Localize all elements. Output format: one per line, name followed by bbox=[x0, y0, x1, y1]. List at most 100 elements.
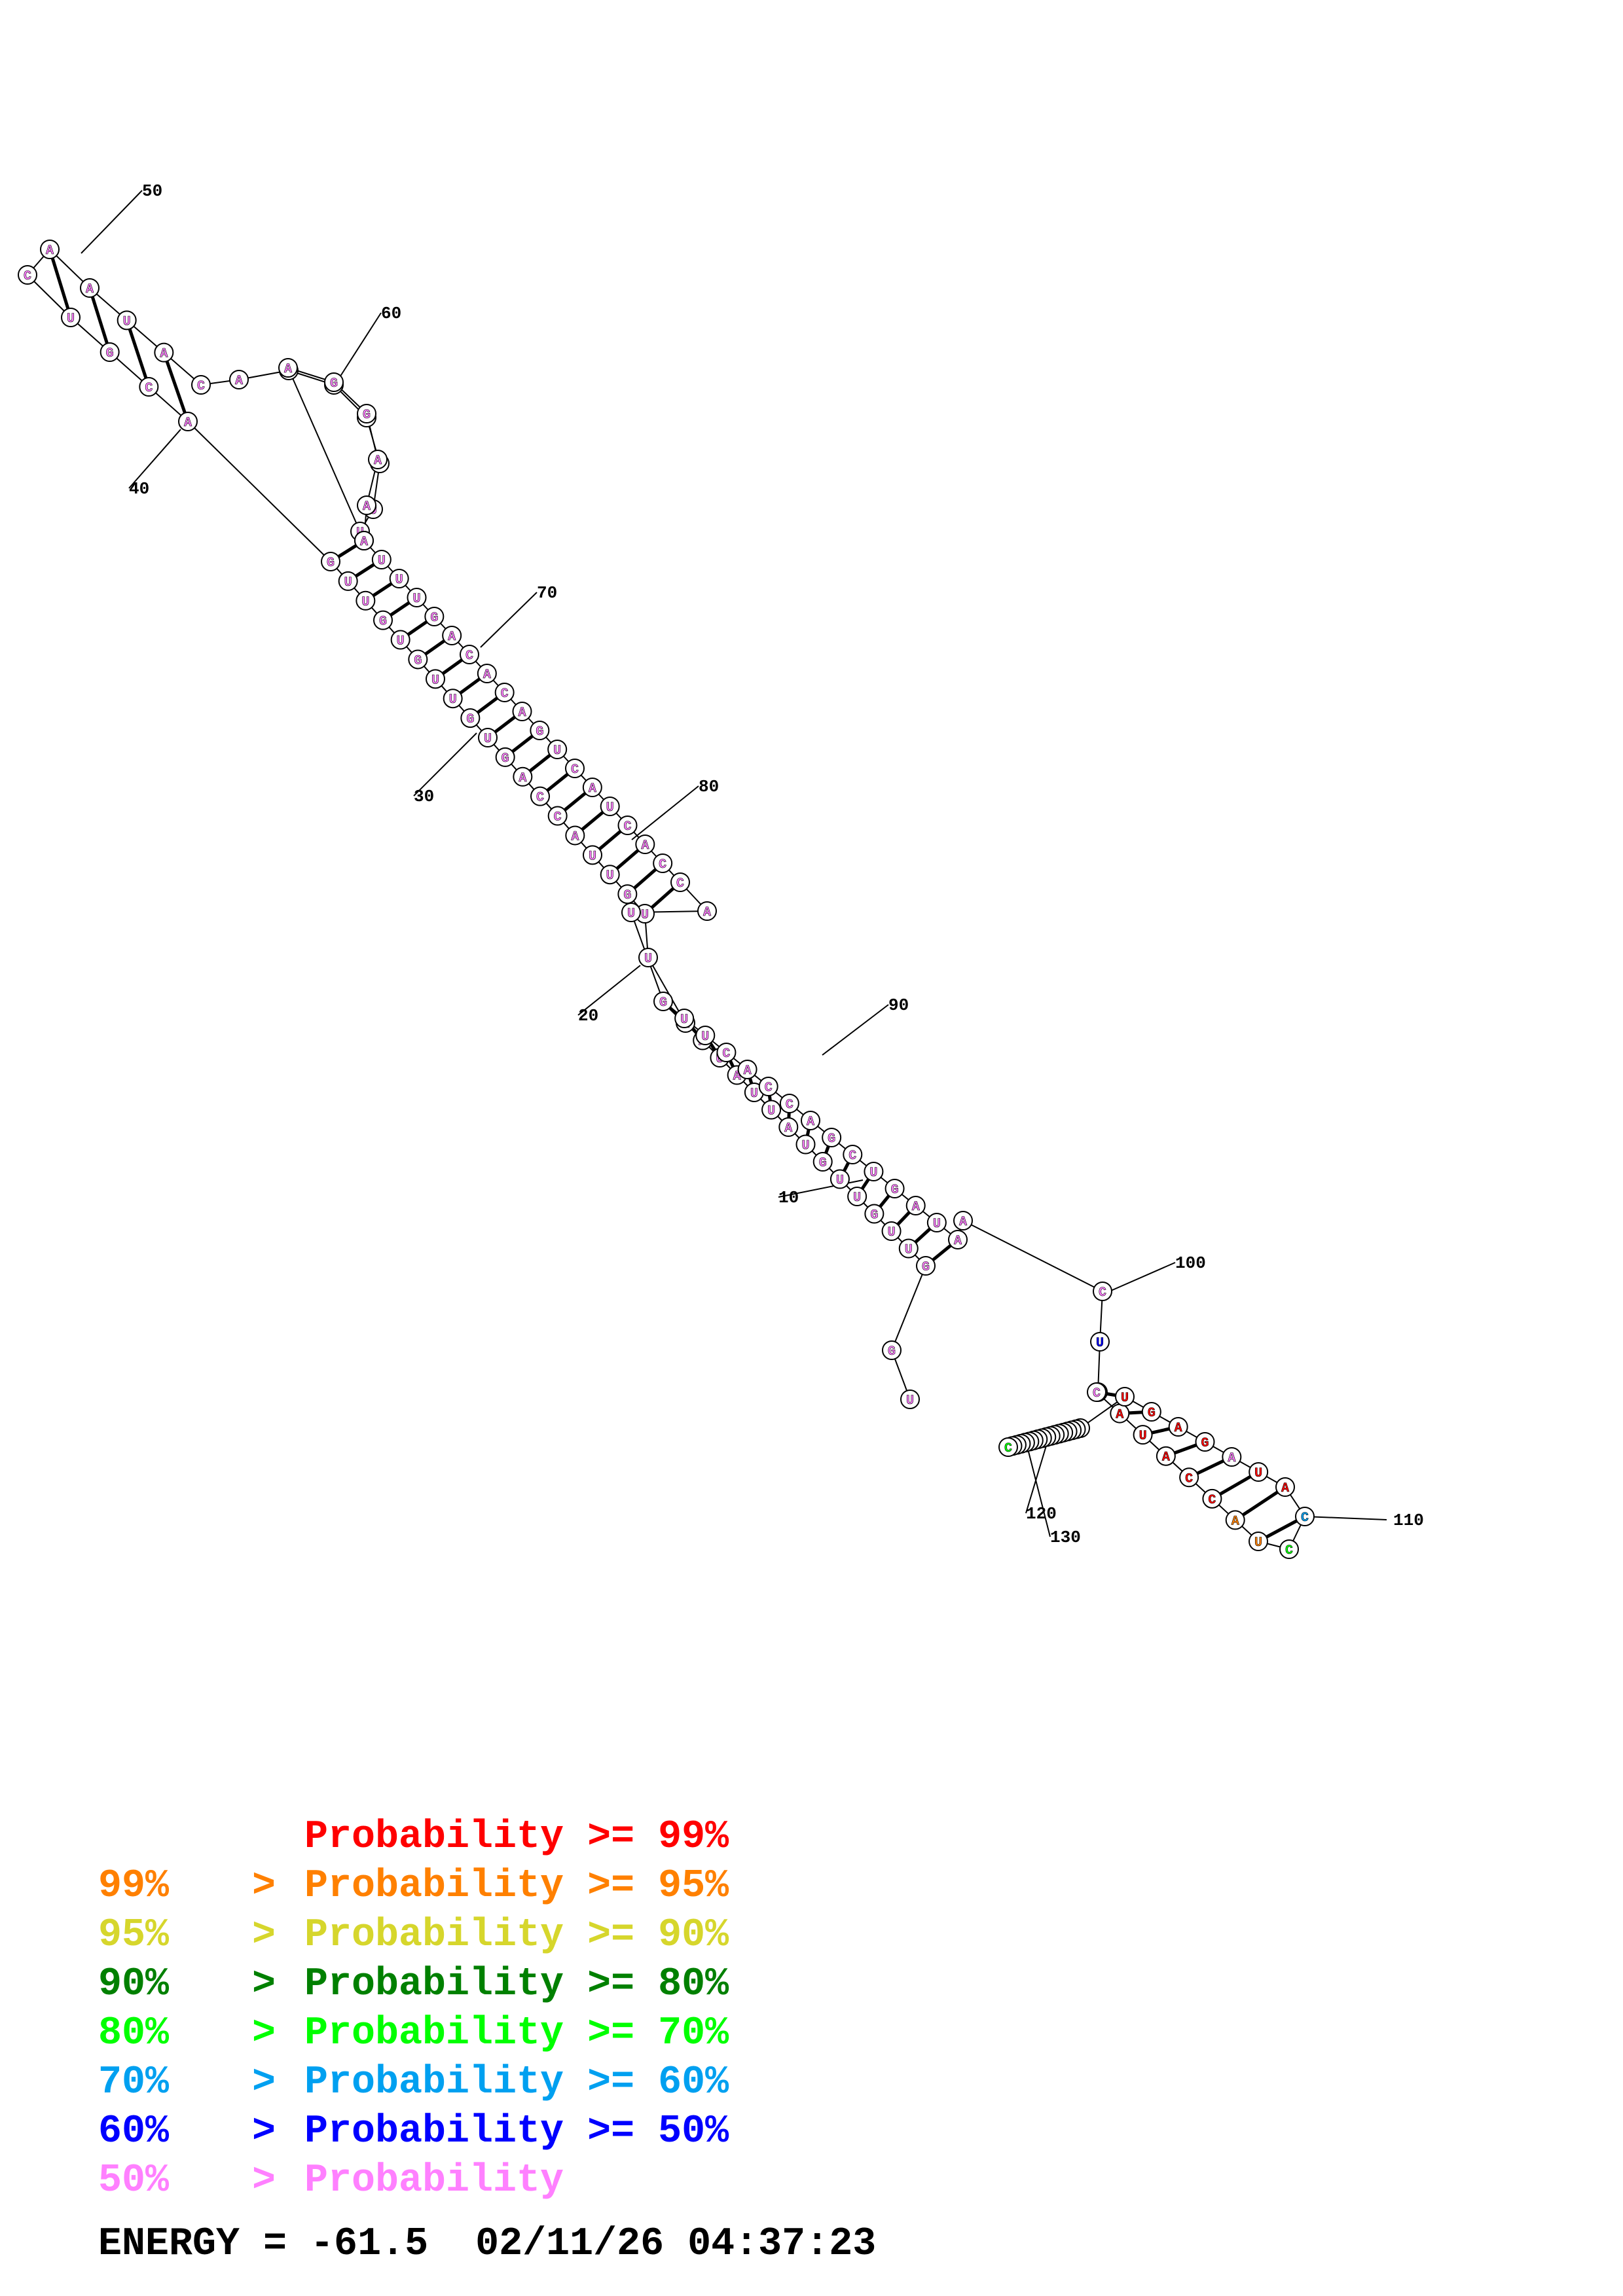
tick-lines bbox=[81, 190, 1387, 1537]
svg-text:A: A bbox=[86, 282, 94, 297]
svg-text:U: U bbox=[397, 634, 405, 649]
nucleotide-68: A bbox=[477, 664, 497, 683]
nucleotide-67: C bbox=[460, 645, 479, 664]
tick-label-70: 70 bbox=[537, 583, 557, 603]
nucleotide-75: U bbox=[600, 797, 620, 816]
svg-text:G: G bbox=[1148, 1406, 1156, 1421]
nucleotide-35: U bbox=[356, 590, 376, 611]
legend-label: Probability bbox=[304, 1913, 564, 1958]
svg-text:A: A bbox=[519, 771, 526, 786]
svg-text:G: G bbox=[430, 611, 438, 626]
nucleotide-81: U bbox=[621, 903, 641, 922]
svg-text:G: G bbox=[501, 751, 509, 766]
tick-line-110 bbox=[1304, 1516, 1387, 1520]
nucleotide-34: G bbox=[373, 610, 393, 630]
svg-text:C: C bbox=[848, 1149, 856, 1164]
nucleotide-114: G bbox=[1195, 1432, 1215, 1452]
nucleotide-27: G bbox=[495, 747, 515, 767]
legend-row: 95% > Probability >= 90% bbox=[98, 1911, 729, 1960]
tick-label-90: 90 bbox=[888, 996, 909, 1015]
nucleotide-84: U bbox=[695, 1026, 716, 1045]
nucleotide-90: G bbox=[822, 1128, 842, 1147]
nucleotide-69: C bbox=[494, 683, 515, 702]
nucleotide-113: A bbox=[1222, 1447, 1242, 1467]
legend-row: 90% > Probability >= 80% bbox=[98, 1960, 729, 2009]
nucleotide-70: A bbox=[512, 702, 532, 721]
svg-text:A: A bbox=[483, 668, 491, 683]
nucleotide-94: A bbox=[905, 1196, 926, 1215]
svg-text:G: G bbox=[466, 712, 474, 727]
nucleotide-102: A bbox=[1110, 1403, 1130, 1424]
svg-text:U: U bbox=[606, 869, 614, 884]
nucleotide-85: C bbox=[716, 1043, 737, 1062]
nucleotide-58: G bbox=[357, 404, 376, 423]
legend-gt: > bbox=[252, 2011, 276, 2056]
legend-gt: > bbox=[252, 2060, 276, 2105]
nucleotide-89: A bbox=[801, 1111, 820, 1130]
nucleotide-22: U bbox=[583, 845, 602, 865]
svg-text:U: U bbox=[869, 1166, 877, 1181]
nucleotide-31: U bbox=[426, 669, 445, 689]
nucleotide-88: C bbox=[779, 1094, 799, 1113]
svg-text:C: C bbox=[1004, 1441, 1012, 1456]
svg-text:U: U bbox=[888, 1225, 896, 1240]
legend-ge: >= bbox=[564, 1864, 659, 1909]
legend-gt: > bbox=[252, 1962, 276, 2007]
nucleotide-112: U bbox=[1249, 1462, 1269, 1482]
nucleotide-92: U bbox=[864, 1162, 884, 1181]
svg-text:U: U bbox=[378, 554, 386, 569]
nucleotide-20: G bbox=[617, 884, 638, 905]
nucleotide-111: A bbox=[1275, 1477, 1295, 1497]
legend-row: 70% > Probability >= 60% bbox=[98, 2058, 729, 2108]
legend-low: 60% bbox=[98, 2109, 170, 2154]
svg-text:U: U bbox=[589, 849, 596, 864]
base-pair bbox=[162, 351, 190, 422]
svg-text:C: C bbox=[536, 791, 544, 806]
tick-line-20 bbox=[577, 965, 641, 1016]
svg-text:U: U bbox=[701, 1030, 709, 1045]
nucleotide-96: A bbox=[948, 1230, 968, 1249]
nucleotide-103: U bbox=[1133, 1425, 1153, 1445]
legend-row: 50% > Probability bbox=[98, 2157, 729, 2206]
energy-footer: ENERGY = -61.5 02/11/26 04:37:23 bbox=[98, 2222, 876, 2267]
nucleotide-41: U bbox=[61, 308, 81, 327]
nucleotide-115: A bbox=[1168, 1417, 1188, 1437]
nucleotide-25: C bbox=[530, 786, 550, 806]
nucleotide-77: A bbox=[635, 834, 655, 854]
nucleotide-21: U bbox=[600, 865, 620, 885]
tick-line-40 bbox=[128, 429, 181, 489]
nucleotide-4: U bbox=[898, 1238, 919, 1259]
base-pair bbox=[125, 319, 151, 387]
backbone bbox=[27, 249, 1305, 1550]
svg-text:A: A bbox=[374, 454, 382, 469]
nucleotide-3: G bbox=[916, 1256, 936, 1276]
nucleotide-87: C bbox=[758, 1077, 778, 1096]
svg-text:C: C bbox=[786, 1098, 793, 1113]
svg-text:A: A bbox=[954, 1234, 962, 1249]
svg-text:U: U bbox=[344, 575, 352, 590]
nucleotide-59: G bbox=[324, 372, 344, 392]
nucleotide-91: C bbox=[843, 1145, 863, 1164]
svg-text:C: C bbox=[554, 810, 562, 825]
nucleotide-36: U bbox=[338, 571, 358, 591]
nucleotide-76: C bbox=[617, 816, 638, 835]
svg-text:U: U bbox=[767, 1104, 775, 1119]
nucleotide-86: A bbox=[737, 1060, 757, 1079]
nucleotide-37: G bbox=[321, 552, 340, 571]
nucleotide-105: C bbox=[1179, 1467, 1199, 1488]
nucleotide-12: U bbox=[761, 1100, 782, 1120]
legend-label: Probability bbox=[304, 2159, 564, 2203]
nucleotide-107: A bbox=[1225, 1510, 1245, 1530]
svg-text:A: A bbox=[448, 630, 456, 645]
nucleotide-32: G bbox=[408, 649, 428, 670]
legend-high: 50% bbox=[658, 2109, 729, 2154]
svg-text:C: C bbox=[1099, 1285, 1106, 1300]
tick-line-90 bbox=[822, 1004, 889, 1056]
nucleotide-8: U bbox=[830, 1169, 850, 1189]
nucleotide-43: A bbox=[40, 240, 60, 259]
nucleotide-47: C bbox=[191, 375, 211, 395]
nucleotide-33: U bbox=[390, 630, 410, 650]
svg-text:A: A bbox=[1162, 1450, 1170, 1465]
legend-high: 90% bbox=[658, 1913, 729, 1958]
svg-text:A: A bbox=[284, 362, 292, 377]
